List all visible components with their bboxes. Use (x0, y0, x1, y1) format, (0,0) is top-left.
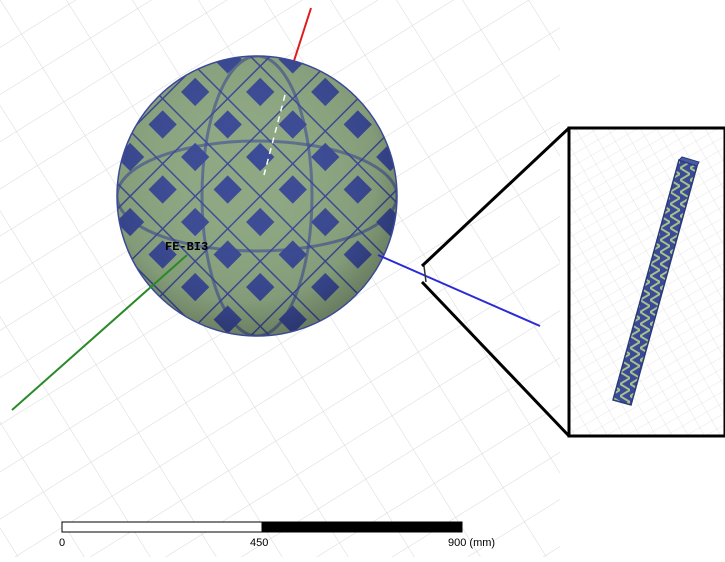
x-axis (377, 254, 541, 327)
scale-label-0: 0 (59, 537, 66, 549)
scale-label-450: 450 (250, 537, 269, 549)
zoom-inset (567, 126, 725, 438)
element-closeup (612, 156, 700, 406)
zoom-callout-bottom (420, 280, 571, 438)
z-axis-hidden (263, 94, 286, 176)
scale-bar (61, 521, 463, 533)
y-axis (11, 254, 188, 411)
model-label: FE-BI3 (165, 240, 208, 254)
scale-label-900: 900 (mm) (448, 537, 496, 549)
small-element[interactable] (423, 265, 427, 283)
zoom-callout-top (420, 126, 571, 268)
sphere-model[interactable] (116, 55, 398, 337)
